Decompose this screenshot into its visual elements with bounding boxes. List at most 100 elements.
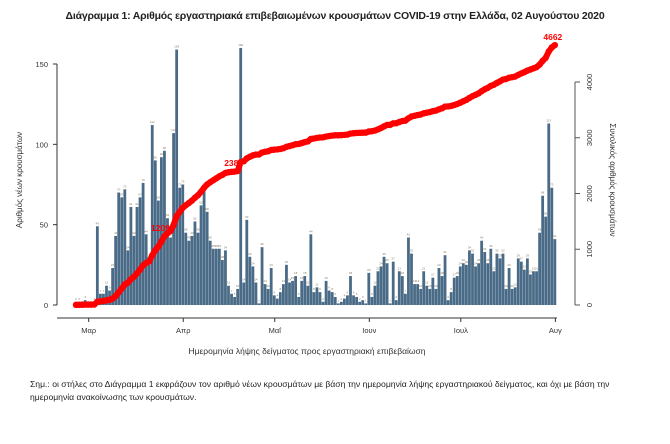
bar-value-label: 9	[328, 286, 330, 290]
bar-value-label: 4	[344, 294, 346, 298]
bar	[526, 258, 529, 305]
bar	[257, 303, 261, 305]
bar-value-label: 26	[462, 258, 466, 262]
bar	[437, 268, 441, 305]
bar	[169, 237, 172, 305]
bar-value-label: 73	[550, 183, 554, 187]
bar-value-label: 44	[309, 229, 313, 233]
bar	[129, 206, 133, 305]
bar-value-label: 17	[453, 273, 457, 277]
x-tick-label: Απρ	[176, 326, 190, 335]
bar-value-label: 1	[258, 298, 260, 302]
bar	[385, 263, 389, 305]
bar	[114, 235, 118, 305]
bar	[468, 250, 471, 305]
y2-tick-label: 3000	[585, 129, 594, 146]
bar	[465, 264, 468, 305]
bar	[227, 285, 230, 305]
bar	[492, 271, 496, 305]
bar-value-label: 14	[242, 278, 246, 282]
x-tick-label: Ιουν	[362, 326, 376, 335]
bar-value-label: 6	[353, 290, 355, 294]
bar	[291, 280, 294, 305]
bar-value-label: 34	[126, 245, 130, 249]
cumulative-point	[146, 258, 153, 265]
bar-value-label: 27	[392, 257, 396, 261]
bar	[248, 256, 252, 305]
bar-value-label: 15	[324, 276, 328, 280]
bar	[538, 232, 541, 305]
bar	[519, 261, 523, 305]
bar	[461, 263, 465, 305]
bar	[199, 205, 203, 305]
bar	[400, 276, 404, 305]
bar	[336, 303, 340, 305]
bar-value-label: 21	[398, 266, 402, 270]
bar-value-label: 54	[166, 213, 170, 217]
bar-value-label: 21	[376, 266, 380, 270]
bar-value-label: 24	[459, 261, 463, 265]
bar	[355, 296, 358, 305]
bar-value-label: 45	[538, 228, 542, 232]
bar-value-label: 40	[209, 236, 213, 240]
bar-value-label: 26	[385, 258, 389, 262]
bar-value-label: 42	[407, 233, 411, 237]
bar	[449, 292, 453, 305]
bar-value-label: 10	[266, 284, 270, 288]
bar	[132, 235, 136, 305]
bar	[233, 296, 236, 305]
bar	[550, 187, 554, 305]
cumulative-point	[170, 221, 177, 229]
bar-value-label: 8	[331, 287, 333, 291]
bar	[446, 300, 450, 305]
bar	[428, 288, 432, 305]
bar	[486, 263, 490, 305]
bar-value-label: 11	[514, 282, 517, 286]
bar	[141, 182, 145, 305]
bar	[224, 250, 227, 305]
bar-value-label: 107	[171, 128, 176, 132]
bar-value-label: 12	[425, 281, 429, 285]
bar	[443, 255, 447, 305]
bar-value-label: 42	[169, 233, 173, 237]
bar-value-label: 18	[303, 271, 307, 275]
bar	[150, 125, 154, 305]
bar-value-label: 7	[231, 289, 233, 293]
bar-value-label: 7	[103, 289, 105, 293]
x-axis-title: Ημερομηνία λήψης δείγματος προς εργαστηρ…	[188, 346, 426, 356]
bar	[489, 248, 493, 305]
bar	[522, 269, 526, 305]
bar-value-label: 24	[251, 261, 255, 265]
y-tick-label: 100	[35, 140, 48, 149]
bar	[175, 49, 179, 305]
bar	[397, 271, 401, 305]
bar	[147, 264, 151, 305]
bar-value-label: 2	[359, 297, 361, 301]
bar	[184, 232, 188, 305]
bar	[318, 292, 322, 305]
bar-value-label: 14	[254, 278, 258, 282]
bar-value-label: 30	[382, 252, 386, 256]
bar-value-label: 27	[520, 257, 524, 261]
bar-value-label: 36	[260, 242, 264, 246]
y2-tick-label: 2000	[585, 185, 594, 202]
bar-value-label: 10	[428, 284, 432, 288]
bar-value-label: 33	[483, 247, 487, 251]
bar-value-label: 22	[523, 265, 527, 269]
bar	[532, 271, 535, 305]
bar-value-label: 41	[553, 234, 557, 238]
bar-value-label: 72	[123, 184, 127, 188]
bar-value-label: 2	[93, 297, 95, 301]
cumulative-point	[149, 252, 156, 259]
bar-value-label: 13	[282, 279, 286, 283]
bar	[483, 251, 487, 305]
bar	[407, 237, 410, 305]
bar-value-label: 62	[199, 200, 203, 204]
chart-title: Διάγραμμα 1: Αριθμός εργαστηριακά επιβεβ…	[65, 10, 605, 22]
bar	[440, 276, 444, 305]
bar	[507, 268, 511, 305]
bar-value-label: 1	[365, 298, 367, 302]
bar	[269, 268, 273, 305]
bar-value-label: 2	[78, 297, 80, 301]
bar-value-label: 40	[187, 236, 191, 240]
